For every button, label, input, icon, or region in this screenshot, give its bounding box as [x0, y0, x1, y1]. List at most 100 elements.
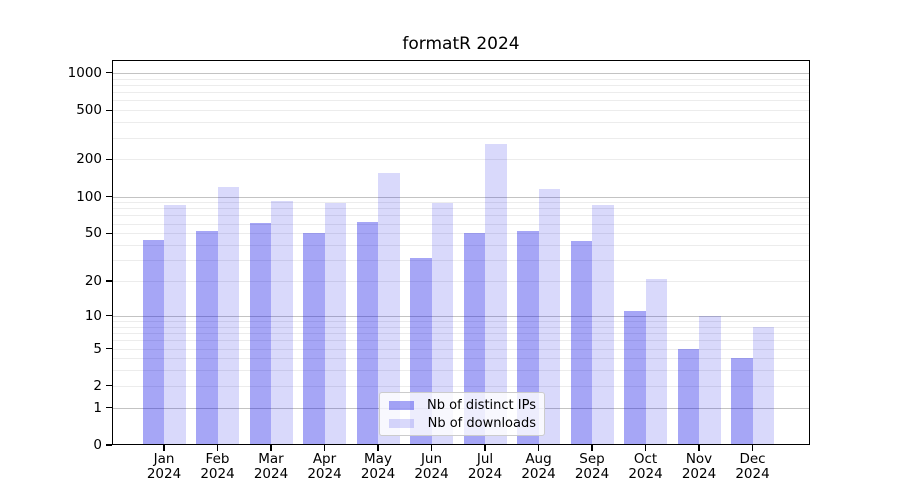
y-tick-10 — [106, 315, 112, 317]
spine-right — [808, 60, 810, 445]
x-tick-mar — [270, 445, 272, 451]
legend-label-distinct-ips: Nb of distinct IPs — [427, 397, 536, 413]
bar-downloads-may — [378, 173, 400, 445]
bar-downloads-mar — [271, 200, 293, 445]
y-tick-label-2: 2 — [93, 377, 102, 394]
x-tick-jul — [484, 445, 486, 451]
gridline-minor-900 — [112, 78, 810, 80]
x-tick-aug — [537, 445, 540, 451]
spine-top — [112, 60, 810, 62]
gridline-minor-200 — [112, 159, 810, 161]
bar-ips-apr — [303, 233, 325, 445]
x-tick-label-jun: Jun 2024 — [414, 451, 449, 482]
x-tick-oct — [644, 445, 647, 451]
bar-downloads-nov — [699, 315, 721, 445]
gridline-minor-500 — [112, 110, 810, 112]
bar-downloads-aug — [538, 189, 560, 445]
gridline-minor-20 — [112, 281, 810, 282]
chart-title: formatR 2024 — [402, 34, 520, 54]
gridline-minor-9 — [112, 321, 810, 322]
bar-ips-feb — [196, 231, 218, 445]
gridline-minor-700 — [112, 92, 810, 94]
y-tick-label-100: 100 — [76, 188, 102, 205]
x-tick-label-apr: Apr 2024 — [307, 451, 342, 482]
x-tick-label-oct: Oct 2024 — [628, 451, 663, 482]
gridline-major-10 — [112, 315, 810, 317]
bar-downloads-sep — [592, 205, 614, 445]
legend-entry-downloads: Nb of downloads — [380, 414, 544, 432]
gridline-minor-80 — [112, 208, 810, 210]
y-tick-200 — [106, 158, 112, 160]
y-tick-500 — [106, 109, 112, 111]
legend-swatch-downloads — [389, 418, 414, 428]
bar-ips-nov — [677, 348, 699, 445]
gridline-major-100 — [112, 196, 810, 198]
x-tick-label-dec: Dec 2024 — [735, 451, 770, 482]
x-tick-sep — [591, 445, 593, 451]
y-tick-label-1000: 1000 — [67, 64, 102, 81]
y-tick-label-5: 5 — [93, 340, 102, 357]
bar-downloads-jun — [431, 203, 453, 445]
x-tick-nov — [698, 445, 700, 451]
gridline-minor-2 — [112, 385, 810, 387]
gridline-minor-3 — [112, 370, 810, 372]
gridline-minor-30 — [112, 260, 810, 262]
x-tick-apr — [323, 445, 326, 451]
y-tick-5 — [106, 347, 112, 350]
x-tick-label-feb: Feb 2024 — [200, 451, 235, 482]
y-tick-label-500: 500 — [76, 102, 102, 119]
x-tick-label-sep: Sep 2024 — [574, 451, 610, 482]
y-tick-0 — [106, 444, 112, 446]
legend-entry-distinct-ips: Nb of distinct IPs — [380, 396, 544, 414]
bar-downloads-feb — [217, 186, 239, 445]
y-tick-1 — [106, 407, 112, 409]
spine-left — [112, 60, 114, 445]
bar-ips-sep — [570, 241, 592, 445]
gridline-minor-40 — [112, 245, 810, 246]
gridline-minor-600 — [112, 100, 810, 102]
y-tick-label-20: 20 — [84, 273, 102, 289]
x-tick-may — [377, 445, 379, 451]
legend: Nb of distinct IPs Nb of downloads — [379, 392, 545, 436]
gridline-minor-4 — [112, 358, 810, 360]
spine-bottom — [112, 443, 810, 445]
y-tick-label-1: 1 — [93, 399, 102, 416]
y-tick-20 — [106, 280, 112, 282]
gridline-minor-8 — [112, 326, 810, 328]
gridline-minor-60 — [112, 223, 810, 225]
y-tick-100 — [106, 195, 112, 198]
gridline-minor-800 — [112, 84, 810, 86]
x-tick-jun — [430, 445, 433, 451]
bar-ips-jan — [142, 240, 164, 445]
x-tick-label-aug: Aug 2024 — [521, 451, 556, 482]
x-tick-label-may: May 2024 — [360, 451, 396, 482]
gridline-minor-50 — [112, 233, 810, 235]
plot-area: Nb of distinct IPs Nb of downloads — [112, 60, 810, 445]
x-tick-label-jan: Jan 2024 — [146, 451, 182, 482]
gridline-minor-70 — [112, 215, 810, 217]
bar-downloads-oct — [645, 278, 667, 445]
gridline-minor-6 — [112, 340, 810, 342]
gridline-minor-400 — [112, 122, 810, 124]
bar-downloads-dec — [752, 326, 774, 445]
bar-downloads-apr — [324, 203, 346, 445]
gridline-major-1000 — [112, 72, 810, 74]
gridline-minor-90 — [112, 202, 810, 204]
x-tick-feb — [216, 445, 219, 451]
x-tick-dec — [751, 445, 754, 451]
bar-ips-mar — [249, 222, 271, 445]
y-tick-50 — [106, 232, 112, 234]
y-tick-label-0: 0 — [93, 437, 102, 453]
legend-label-downloads: Nb of downloads — [427, 415, 536, 431]
legend-swatch-distinct-ips — [389, 400, 414, 410]
y-tick-label-10: 10 — [84, 307, 102, 324]
y-tick-label-50: 50 — [84, 225, 102, 242]
y-tick-label-200: 200 — [76, 151, 102, 168]
bar-ips-oct — [624, 311, 646, 445]
gridline-minor-5 — [112, 348, 810, 350]
bar-downloads-jul — [485, 144, 507, 445]
y-tick-1000 — [106, 72, 112, 74]
gridline-minor-7 — [112, 333, 810, 334]
y-tick-2 — [106, 385, 112, 387]
